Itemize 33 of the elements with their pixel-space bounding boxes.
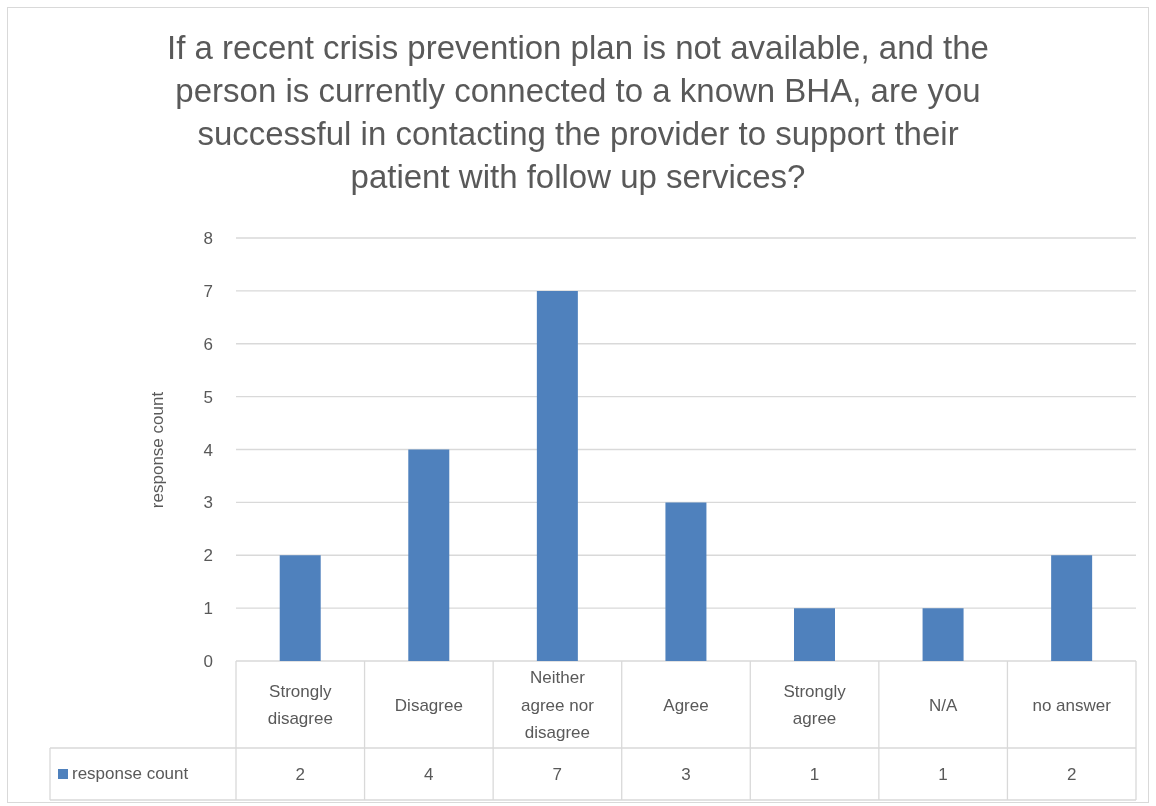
y-tick-label: 4 — [203, 440, 213, 460]
y-tick-label: 5 — [203, 387, 213, 407]
y-tick-label: 2 — [203, 546, 213, 566]
bar — [408, 449, 450, 661]
x-tick-label: Strongly agree — [783, 681, 847, 729]
y-tick-label: 0 — [203, 652, 213, 672]
x-tick-label: Disagree — [394, 695, 463, 715]
data-label: 1 — [938, 764, 948, 784]
legend-label: response count — [72, 764, 189, 784]
x-tick-label: Agree — [663, 695, 709, 715]
data-label: 2 — [1066, 764, 1077, 784]
y-tick-label: 6 — [203, 334, 213, 354]
bar — [794, 608, 835, 661]
chart-title: If a recent crisis prevention plan is not available, and the person is currently connected to a known BHA, are you successful in contacting the provider to support their patient with follow up services? — [166, 28, 990, 197]
x-tick-label: Neither agree nor disagree — [521, 668, 595, 742]
data-label: 7 — [552, 764, 563, 784]
x-tick-label: N/A — [928, 695, 958, 715]
bar — [1051, 555, 1093, 661]
data-label: 2 — [295, 764, 305, 784]
y-axis-title: response count — [148, 391, 168, 508]
x-tick-label: no answer — [1032, 695, 1112, 715]
y-tick-label: 7 — [203, 281, 213, 301]
y-tick-label: 8 — [203, 229, 213, 249]
x-tick-label: Strongly disagree — [267, 681, 333, 729]
bar — [922, 608, 964, 661]
y-tick-label: 3 — [203, 493, 213, 513]
y-tick-label: 1 — [203, 599, 213, 619]
bar — [279, 555, 321, 661]
data-label: 1 — [809, 764, 820, 784]
data-label: 4 — [424, 764, 434, 784]
bar — [536, 290, 578, 661]
data-label: 3 — [681, 764, 691, 784]
bar — [665, 502, 707, 661]
